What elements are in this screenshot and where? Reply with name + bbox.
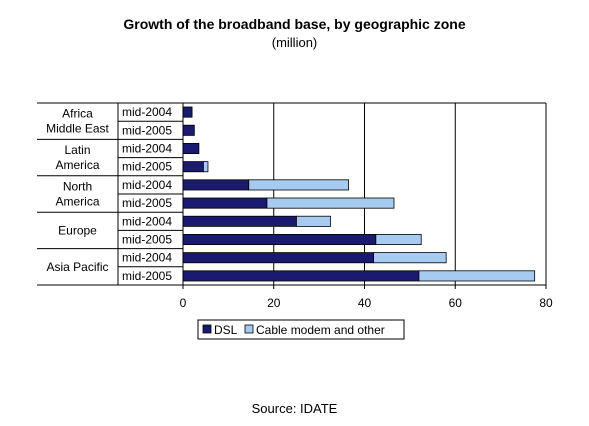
group-label: Asia Pacific	[46, 260, 108, 274]
legend: DSL Cable modem and other	[197, 319, 405, 340]
bars	[182, 106, 536, 282]
group-label: Latin	[64, 143, 90, 157]
period-label: mid-2005	[122, 269, 172, 283]
period-label: mid-2005	[122, 160, 172, 174]
bar-dsl	[182, 106, 193, 118]
period-label: mid-2005	[122, 233, 172, 247]
bar-cable	[375, 233, 422, 245]
bar-cable	[203, 161, 209, 173]
bar-cable	[248, 179, 350, 191]
x-tick-label: 80	[539, 296, 553, 310]
period-label: mid-2005	[122, 196, 172, 210]
group-label: America	[55, 195, 99, 209]
x-axis: 0 20 40 60 80	[180, 103, 553, 310]
legend-swatch-dsl	[202, 324, 212, 334]
chart-title: Growth of the broadband base, by geograp…	[123, 16, 466, 32]
x-tick-label: 60	[449, 296, 463, 310]
bar-dsl	[182, 142, 200, 154]
bar-dsl	[182, 233, 377, 245]
period-label: mid-2004	[122, 251, 172, 265]
x-tick-label: 0	[180, 296, 187, 310]
bar-cable	[418, 270, 536, 282]
bar-cable	[266, 197, 395, 209]
bar-dsl	[182, 197, 268, 209]
group-label: North	[63, 180, 92, 194]
period-label: mid-2004	[122, 142, 172, 156]
bar-cable	[373, 252, 447, 264]
bar-dsl	[182, 161, 204, 173]
period-label: mid-2004	[122, 105, 172, 119]
bar-cable	[296, 215, 331, 227]
group-label: Europe	[58, 223, 97, 237]
period-label: mid-2004	[122, 214, 172, 228]
bar-dsl	[182, 179, 250, 191]
group-label: Africa	[62, 107, 93, 121]
legend-label-cable: Cable modem and other	[256, 323, 385, 337]
legend-swatch-cable	[244, 324, 254, 334]
period-label: mid-2004	[122, 178, 172, 192]
x-tick-label: 20	[267, 296, 281, 310]
x-tick-label: 40	[358, 296, 372, 310]
chart-subtitle: (million)	[271, 35, 318, 50]
period-label: mid-2005	[122, 123, 172, 137]
legend-label-dsl: DSL	[214, 323, 238, 337]
source-note: Source: IDATE	[251, 401, 338, 416]
bar-dsl	[182, 124, 195, 136]
group-label: Middle East	[46, 122, 109, 136]
bar-dsl	[182, 215, 297, 227]
bar-dsl	[182, 270, 420, 282]
bar-dsl	[182, 252, 374, 264]
group-label: America	[55, 158, 99, 172]
